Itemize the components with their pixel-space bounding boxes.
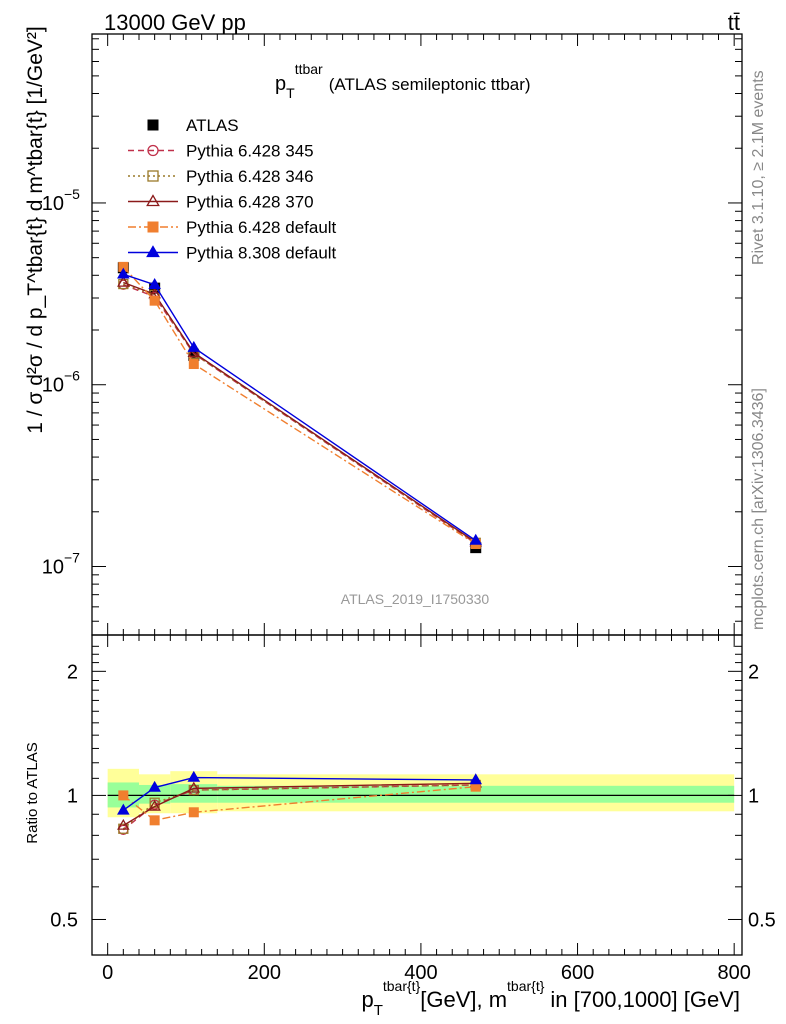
legend: ATLAS Pythia 6.428 345 Pythia 6.428 346 Pyt… [128,116,337,263]
legend-label-0: ATLAS [186,116,239,135]
legend-marker-2 [147,170,159,182]
ratio-series-point-4-2 [187,770,201,782]
x-label-p: p [361,987,373,1012]
ratio-y-tick-label: 1 [67,785,78,807]
main-series-line-5 [123,273,477,542]
ratio-y-tick-label-right: 1 [748,785,759,807]
legend-marker-1 [147,144,159,157]
x-tick-label: 200 [248,962,281,984]
ratio-axes: 0 200 400 600 800 0.5 0.5 1 1 2 2 [50,634,776,984]
y-tick-exponent: −7 [64,550,80,566]
ratio-series-point-4-0 [117,803,130,815]
main-series-line-3 [123,281,477,543]
ratio-series-line-2 [122,782,476,827]
ratio-series-point-4-3 [469,773,483,785]
ratio-y-tick-label-right: 2 [748,661,759,683]
y-tick-exponent: −5 [64,186,80,202]
main-title-sup: ttbar [295,61,323,77]
ratio-y-tick-label: 0.5 [50,909,78,931]
main-series-point-4-1 [149,295,160,306]
main-series-layer [117,261,483,554]
main-series-line-1 [123,284,477,544]
rivet-version-label: Rivet 3.1.10, ≥ 2.1M events [750,70,767,265]
legend-marker-0 [147,119,159,131]
main-y-axis-label: 1 / σ d²σ / d p_T^tbar{t} d m^tbar{t} [1… [24,26,47,434]
legend-marker-4 [147,221,159,233]
ratio-series-point-4-1 [148,780,161,792]
x-axis-label: pTtbar{t}[GeV], mtbar{t} in [700,1000] [G… [361,978,740,1019]
header-energy-label: 13000 GeV pp [104,10,246,35]
legend-marker-5 [146,245,160,258]
ratio-band-green-2 [170,784,218,803]
y-tick-label: 10 [42,193,64,215]
ratio-band-green-1 [138,784,171,804]
main-series-line-4 [122,266,477,545]
ratio-series-point-2-1 [148,799,161,811]
main-title-rest: (ATLAS semileptonic ttbar) [329,75,531,94]
main-axes: 10−710−610−5 [42,33,743,636]
x-label-end: in [700,1000] [GeV] [550,987,740,1012]
x-tick-label: 600 [561,962,594,984]
ratio-series-point-3-2 [188,807,199,818]
x-label-sup2: tbar{t} [507,978,545,994]
y-tick-exponent: −6 [64,368,80,384]
ratio-series-layer [117,770,483,835]
main-title-sub: T [286,85,295,101]
ratio-series-line-4 [122,776,476,811]
ratio-band-green-3 [217,785,735,803]
ratio-series-line-3 [122,785,476,822]
legend-label-1: Pythia 6.428 345 [186,142,314,161]
ratio-series-point-3-0 [118,790,129,801]
x-label-sup1: tbar{t} [383,978,421,994]
legend-label-4: Pythia 6.428 default [186,218,337,237]
main-series-point-5-1 [148,278,161,289]
legend-label-2: Pythia 6.428 346 [186,167,314,186]
x-tick-label: 800 [717,962,750,984]
analysis-watermark: ATLAS_2019_I1750330 [341,591,490,607]
ratio-y-tick-label: 2 [67,661,78,683]
main-series-point-5-0 [117,267,130,279]
x-tick-label: 400 [404,962,437,984]
main-series-point-5-2 [187,340,201,352]
ratio-series-point-2-0 [117,818,130,830]
legend-label-5: Pythia 8.308 default [186,244,337,263]
main-title-p: p [275,73,286,95]
ratio-series-point-3-1 [149,815,160,826]
mcplots-label: mcplots.cern.ch [arXiv:1306.3436] [750,388,767,630]
x-tick-label: 0 [102,962,113,984]
ratio-series-point-2-2 [187,781,201,793]
ratio-y-tick-label-right: 0.5 [748,909,776,931]
x-label-mid: [GeV], m [420,987,507,1012]
header-process-label: tt̄ [728,10,740,35]
x-label-p-sub: T [374,1002,383,1019]
y-tick-label: 10 [42,557,64,579]
ratio-y-axis-label: Ratio to ATLAS [24,742,41,843]
main-series-point-4-2 [188,359,199,370]
legend-label-3: Pythia 6.428 370 [186,193,314,212]
ratio-uncertainty-bands [107,768,735,818]
main-title: pTttbar (ATLAS semileptonic ttbar) [275,61,531,101]
main-series-point-3-0 [117,275,130,287]
y-tick-label: 10 [42,375,64,397]
main-series-line-2 [123,283,477,544]
legend-marker-3 [146,194,160,207]
main-series-point-5-3 [469,533,483,545]
